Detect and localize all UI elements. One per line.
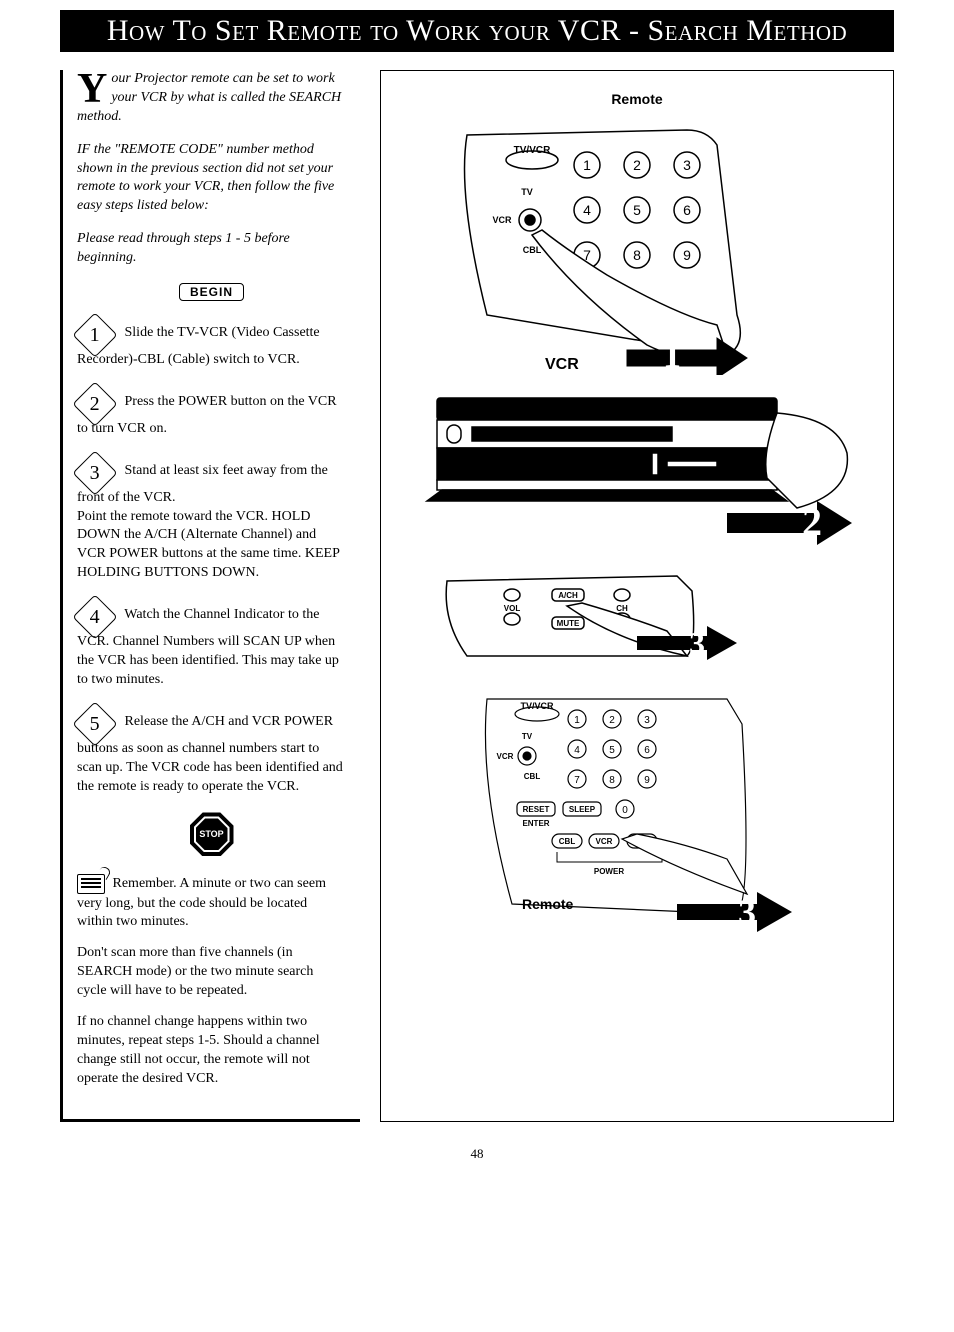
svg-text:CBL: CBL (559, 837, 576, 846)
step-3: 3 Stand at least six feet away from the … (77, 453, 346, 583)
svg-text:2: 2 (609, 715, 615, 726)
remote-top-diagram: TV/VCR TV VCR CBL 1 2 3 4 5 6 7 8 9 (427, 115, 847, 375)
tip-3: If no channel change happens within two … (77, 1013, 346, 1089)
step-diamond-icon: 1 (72, 312, 117, 357)
svg-text:9: 9 (644, 775, 650, 786)
svg-text:0: 0 (622, 805, 628, 816)
svg-text:VOL: VOL (504, 604, 521, 613)
intro-paragraph: Your Projector remote can be set to work… (77, 70, 346, 127)
remote-bottom-diagram: TV/VCR TV VCR CBL 1 2 3 4 5 6 7 8 9 RESE… (427, 684, 847, 944)
svg-text:6: 6 (644, 745, 650, 756)
svg-text:ENTER: ENTER (522, 819, 549, 828)
svg-text:SLEEP: SLEEP (569, 805, 596, 814)
arrow-2-icon: 2 (727, 499, 852, 545)
tip-1: Remember. A minute or two can seem very … (77, 874, 346, 932)
svg-text:6: 6 (683, 202, 691, 218)
step-4: 4 Watch the Channel Indicator to the VCR… (77, 597, 346, 690)
svg-text:TV/VCR: TV/VCR (520, 701, 554, 711)
svg-text:VCR: VCR (497, 752, 514, 761)
step-diamond-icon: 5 (72, 701, 117, 746)
step-diamond-icon: 3 (72, 450, 117, 495)
svg-text:2: 2 (633, 157, 641, 173)
content: Your Projector remote can be set to work… (60, 70, 894, 1122)
svg-text:9: 9 (683, 247, 691, 263)
svg-text:4: 4 (574, 745, 580, 756)
vcr-diagram: 2 (417, 383, 857, 553)
diagram-column: Remote TV/VCR TV VCR CBL 1 2 3 4 5 6 7 8 (380, 70, 894, 1122)
svg-text:VCR: VCR (596, 837, 613, 846)
svg-text:4: 4 (583, 202, 591, 218)
svg-text:CH: CH (616, 604, 628, 613)
stop-badge: STOP (77, 812, 346, 856)
step-5: 5 Release the A/CH and VCR POWER buttons… (77, 704, 346, 797)
svg-text:Remote: Remote (522, 896, 574, 912)
svg-text:8: 8 (609, 775, 615, 786)
read-note: Please read through steps 1 - 5 before b… (77, 230, 346, 268)
svg-text:CBL: CBL (524, 772, 541, 781)
svg-text:3: 3 (683, 157, 691, 173)
remote-mid-diagram: VOL A/CH MUTE CH 3 (397, 561, 817, 671)
svg-text:TV: TV (521, 187, 533, 197)
arrow-3b-icon: 3 (677, 892, 792, 932)
svg-text:3: 3 (689, 625, 705, 661)
svg-text:3: 3 (644, 715, 650, 726)
page-number: 48 (60, 1146, 894, 1162)
remote-top-label: Remote (397, 91, 877, 107)
svg-text:RESET: RESET (523, 805, 550, 814)
svg-text:POWER: POWER (594, 867, 624, 876)
svg-text:5: 5 (633, 202, 641, 218)
if-paragraph: IF the "REMOTE CODE" number method shown… (77, 141, 346, 217)
svg-text:2: 2 (802, 499, 822, 544)
svg-text:MUTE: MUTE (557, 619, 580, 628)
step-1: 1 Slide the TV-VCR (Video Cassette Recor… (77, 315, 346, 370)
svg-text:CBL: CBL (523, 245, 542, 255)
drop-cap: Y (77, 70, 111, 108)
svg-text:A/CH: A/CH (558, 591, 578, 600)
svg-text:VCR: VCR (492, 215, 512, 225)
tvvcr-label: TV/VCR (514, 145, 551, 156)
svg-text:5: 5 (609, 745, 615, 756)
step-2: 2 Press the POWER button on the VCR to t… (77, 384, 346, 439)
begin-badge: BEGIN (77, 284, 346, 303)
svg-text:1: 1 (583, 157, 591, 173)
svg-text:1: 1 (574, 715, 580, 726)
svg-text:7: 7 (574, 775, 580, 786)
svg-text:3: 3 (738, 892, 756, 932)
tip-2: Don't scan more than five channels (in S… (77, 944, 346, 1001)
note-icon (77, 874, 105, 894)
page-title: How To Set Remote to Work your VCR - Sea… (60, 10, 894, 52)
step-diamond-icon: 2 (72, 381, 117, 426)
instructions-column: Your Projector remote can be set to work… (60, 70, 360, 1122)
svg-text:8: 8 (633, 247, 641, 263)
svg-text:VCR: VCR (545, 356, 579, 373)
svg-text:TV: TV (522, 732, 533, 741)
step-diamond-icon: 4 (72, 595, 117, 640)
svg-text:1: 1 (663, 335, 681, 375)
